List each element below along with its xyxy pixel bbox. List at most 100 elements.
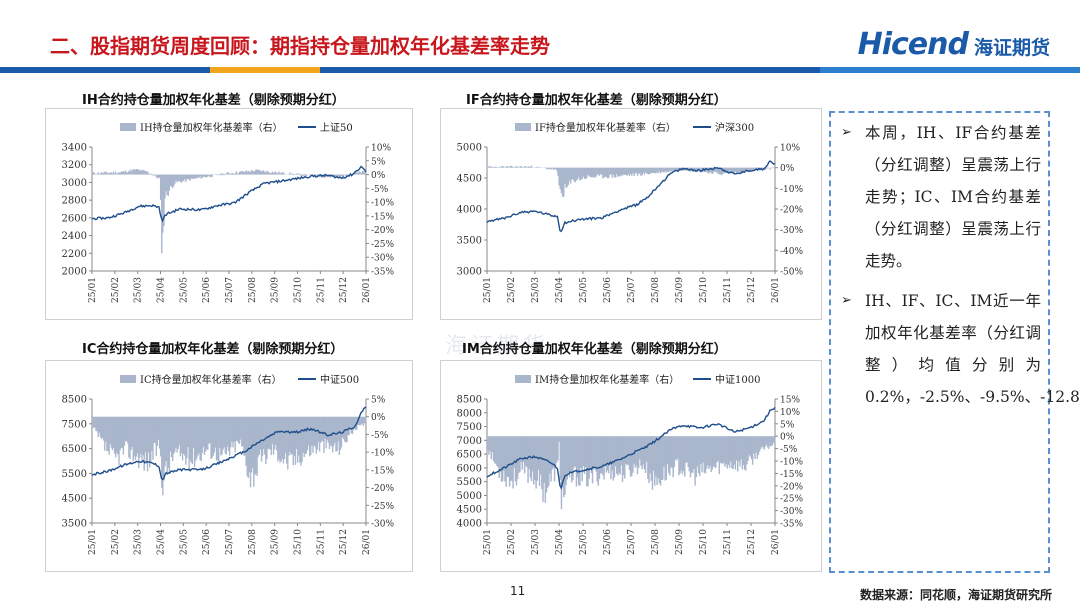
basis-bar [201,416,203,454]
basis-bar [726,167,729,173]
basis-bar [100,416,103,440]
basis-bar [146,416,149,472]
tick-label-x: 25/06 [202,529,212,555]
basis-bar [648,436,650,483]
basis-bar [172,174,174,189]
basis-bar [647,436,649,479]
basis-bar [106,172,108,175]
basis-bar [732,436,734,469]
basis-bar [694,167,696,171]
basis-bar [232,416,234,448]
basis-bar [590,167,593,178]
basis-bar [357,172,359,175]
basis-bar [639,167,641,174]
basis-bar [309,174,311,176]
basis-bar [573,436,575,468]
basis-bar [130,416,132,450]
basis-bar [138,416,140,469]
tick-label-left: 3500 [62,519,87,530]
basis-bar [751,436,754,465]
basis-bar [742,436,745,466]
basis-bar [763,436,765,450]
basis-bar [510,165,512,168]
basis-bar [208,174,210,176]
tick-label-x: 25/04 [157,277,167,303]
tick-label-x: 25/01 [88,277,98,303]
basis-bar [304,174,307,177]
basis-bar [576,436,579,478]
basis-bar [221,174,223,176]
basis-bar [281,172,284,175]
basis-bar [98,416,100,433]
basis-bar [145,171,148,175]
basis-bar [765,436,768,445]
basis-bar [350,416,353,434]
basis-bar [511,165,513,168]
basis-bar [732,167,734,173]
basis-bar [334,416,336,443]
basis-bar [564,167,566,185]
basis-bar [140,171,142,175]
basis-bar [673,167,676,172]
basis-bar [264,171,266,175]
basis-bar [311,416,313,446]
basis-bar [295,173,298,175]
basis-bar [186,416,188,459]
basis-bar [717,167,719,174]
basis-bar [599,167,602,175]
basis-bar [229,173,231,175]
basis-bar [258,416,260,455]
basis-bar [177,174,179,182]
tick-label-right: -30% [780,507,803,517]
basis-bar [736,436,739,472]
basis-bar [175,416,177,448]
basis-bar [657,167,659,174]
basis-bar [200,174,202,179]
basis-bar [144,416,147,453]
basis-bar [318,416,321,452]
basis-bar [272,172,275,175]
basis-bar [757,436,760,455]
basis-bar [771,167,773,169]
basis-bar [325,416,327,449]
chart-ih: IH持仓量加权年化基差率（右） 上证50 3400 3200 3000 2800 2600 2… [45,108,413,320]
basis-bar [178,416,180,445]
basis-bar [491,436,494,453]
basis-bar [579,167,581,181]
basis-bar [493,166,496,168]
basis-bar [107,416,109,451]
basis-bar [236,173,239,175]
basis-bar [125,172,128,175]
basis-bar [294,416,297,465]
basis-bar [196,174,198,178]
basis-bar [242,170,244,175]
tick-label-right: -10% [371,199,394,209]
legend-label-line: 上证50 [320,122,353,134]
basis-bar [735,167,738,174]
basis-bar [516,166,519,168]
basis-bar [561,436,564,488]
basis-bar [511,436,513,481]
basis-bar [312,416,314,453]
basis-bar [739,167,741,172]
basis-bar [678,436,680,476]
tick-label-x: 25/05 [579,529,589,555]
basis-bar [686,436,688,463]
basis-bar [558,167,560,186]
header-band-4 [820,67,1080,73]
tick-label-right: -5% [780,445,798,455]
basis-bar [140,416,142,454]
basis-bar [771,436,773,446]
tick-label-left: 5500 [457,477,482,488]
basis-bar [288,416,290,456]
basis-bar [364,172,367,175]
tick-label-x: 25/04 [157,529,167,555]
basis-bar [521,436,524,470]
basis-bar [766,436,769,448]
basis-bar [315,174,317,177]
basis-bar [715,167,717,172]
basis-bar [227,172,230,175]
tick-label-x: 25/03 [134,529,144,555]
tick-label-x: 25/12 [339,529,349,555]
basis-bar [632,167,634,174]
